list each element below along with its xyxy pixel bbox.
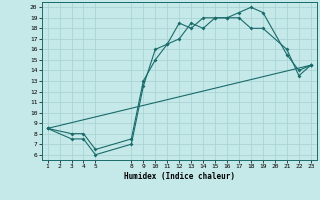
X-axis label: Humidex (Indice chaleur): Humidex (Indice chaleur) bbox=[124, 172, 235, 181]
